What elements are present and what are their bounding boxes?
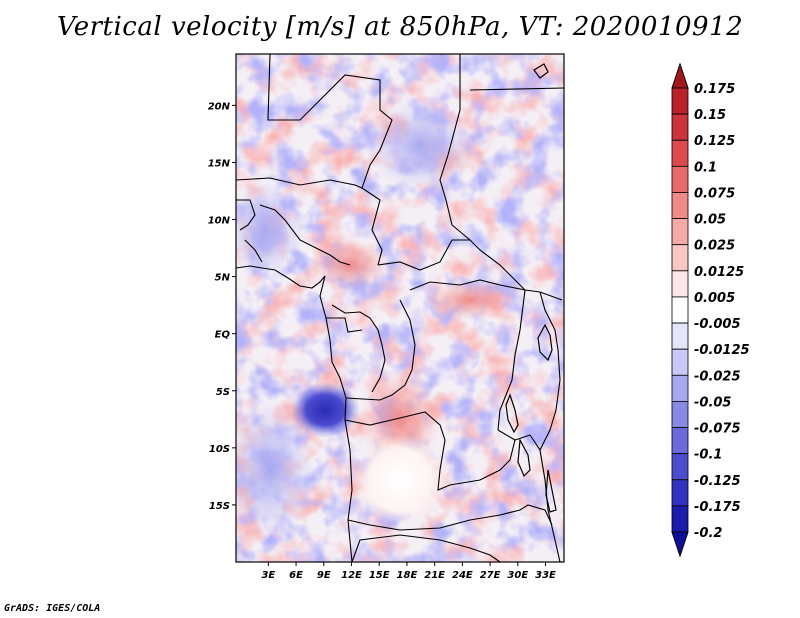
colorbar-box <box>671 244 689 272</box>
x-tick-label: 27E <box>480 570 501 581</box>
colorbar-box <box>671 113 689 141</box>
x-tick-label: 24E <box>452 570 473 581</box>
x-axis: 3E 6E 9E 12E 15E 18E 21E 24E 27E 30E 33E <box>261 562 556 581</box>
colorbar-label: -0.025 <box>694 369 741 384</box>
colorbar-bottom-extension <box>671 531 689 558</box>
colorbar-box <box>671 401 689 428</box>
colorbar-label: 0.05 <box>694 213 726 228</box>
x-tick-label: 9E <box>317 570 331 581</box>
y-tick-label: EQ <box>215 330 231 341</box>
colorbar-box <box>671 192 689 219</box>
colorbar-label: 0.005 <box>694 291 735 306</box>
colorbar-label: 0.125 <box>694 134 735 149</box>
colorbar-label: 0.0125 <box>694 265 744 280</box>
y-tick-label: 10N <box>208 216 231 227</box>
x-tick-label: 15E <box>369 570 390 581</box>
colorbar-box <box>671 479 689 507</box>
x-tick-label: 21E <box>424 570 445 581</box>
x-tick-label: 6E <box>289 570 303 581</box>
colorbar-label: -0.0125 <box>694 343 750 358</box>
velocity-field <box>236 54 564 562</box>
colorbar-label: 0.15 <box>694 108 726 123</box>
y-tick-label: 10S <box>209 444 230 455</box>
x-tick-label: 3E <box>261 570 275 581</box>
plot-frame <box>235 53 565 563</box>
colorbar-box <box>671 139 689 167</box>
colorbar-label: -0.075 <box>694 422 741 437</box>
colorbar-label: 0.075 <box>694 186 735 201</box>
colorbar-box <box>671 296 689 324</box>
y-tick-label: 15N <box>208 158 231 169</box>
colorbar-label: -0.05 <box>694 395 731 410</box>
colorbar-label: -0.2 <box>694 526 722 541</box>
colorbar-box <box>671 165 689 193</box>
x-tick-label: 30E <box>507 570 528 581</box>
y-axis: 20N 15N 10N 5N EQ 5S 10S 15S <box>208 101 236 512</box>
colorbar-label: 0.025 <box>694 239 735 254</box>
colorbar-box <box>671 87 689 115</box>
colorbar-box <box>671 505 689 533</box>
colorbar-box <box>671 374 689 402</box>
x-tick-label: 33E <box>535 570 556 581</box>
colorbar-label: -0.175 <box>694 500 741 515</box>
y-tick-label: 5S <box>216 387 230 398</box>
colorbar-label: -0.005 <box>694 317 741 332</box>
colorbar-box <box>671 427 689 455</box>
y-tick-label: 20N <box>208 101 231 112</box>
y-tick-label: 5N <box>215 273 231 284</box>
colorbar-box <box>671 322 689 350</box>
colorbar-label: 0.175 <box>694 82 735 97</box>
country-borders <box>236 54 564 562</box>
colorbar-box <box>671 453 689 481</box>
colorbar-top-extension <box>671 62 689 89</box>
chart-title: Vertical velocity [m/s] at 850hPa, VT: 2… <box>56 12 744 42</box>
colorbar-label: 0.1 <box>694 160 717 175</box>
colorbar-box <box>671 348 689 376</box>
colorbar-label: -0.125 <box>694 474 741 489</box>
colorbar-box <box>671 218 689 246</box>
grads-credit: GrADS: IGES/COLA <box>4 603 101 614</box>
colorbar-box <box>671 270 689 298</box>
x-tick-label: 12E <box>341 570 362 581</box>
lakes <box>505 63 557 513</box>
y-tick-label: 15S <box>209 501 230 512</box>
x-tick-label: 18E <box>397 570 418 581</box>
colorbar-label: -0.1 <box>694 448 722 463</box>
